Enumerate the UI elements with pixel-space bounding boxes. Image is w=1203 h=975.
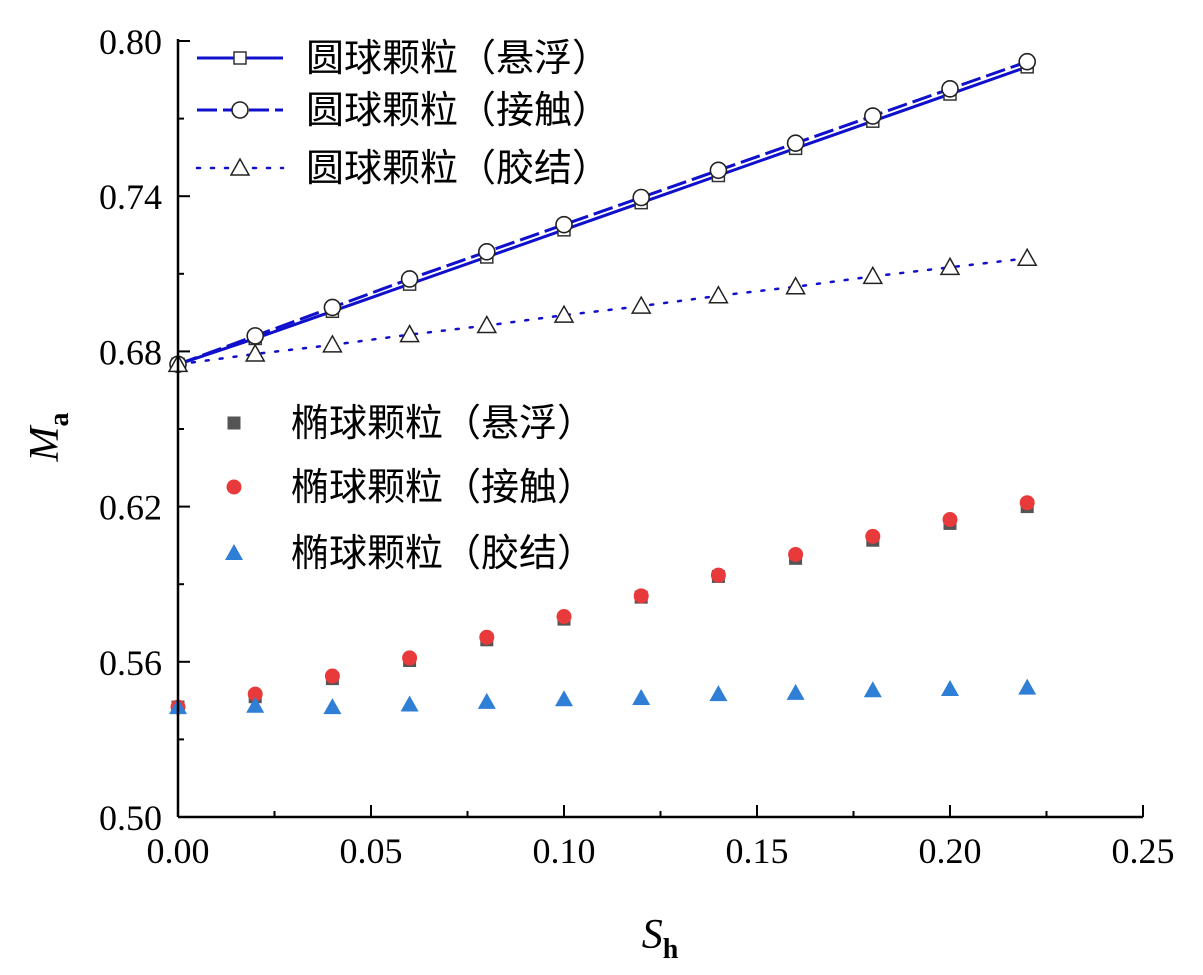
series-5-point: [710, 567, 726, 583]
series-3: [167, 247, 1038, 373]
series-5-point: [324, 668, 340, 684]
series-6-point: [941, 679, 959, 696]
legend-marker: [225, 544, 243, 560]
series-2-point: [941, 80, 959, 98]
series-6-point: [786, 683, 805, 700]
y-tick-label: 0.80: [99, 22, 162, 62]
y-tick-label: 0.62: [99, 488, 162, 528]
legend: 圆球颗粒（悬浮） 圆球颗粒（接触） 圆球颗粒（胶结） 椭球颗粒（悬浮） 椭球颗粒（接触）…: [195, 36, 610, 575]
series-2-point: [400, 270, 419, 288]
series-5-point: [633, 588, 649, 604]
series-3-point: [862, 265, 884, 285]
series-3-point: [399, 324, 420, 343]
series-6-point: [323, 698, 342, 715]
y-tick-label: 0.68: [99, 332, 162, 372]
series-3-point: [1016, 247, 1038, 267]
x-tick-label: 0.25: [1112, 831, 1175, 871]
legend-label: 椭球颗粒（接触）: [291, 465, 595, 509]
x-tick-label: 0.05: [340, 831, 403, 871]
series-2-point: [632, 188, 651, 207]
series-2-point: [323, 298, 342, 317]
series-2-point: [246, 327, 264, 345]
series-5: [170, 495, 1035, 715]
series-3-line: [176, 257, 1029, 366]
series-2-point: [863, 107, 882, 125]
x-tick-label: 0.10: [533, 831, 596, 871]
legend-marker: [233, 51, 247, 65]
series-6: [169, 678, 1037, 715]
series-6-point: [1018, 678, 1037, 695]
legend-marker: [229, 157, 251, 176]
series-3-point: [322, 334, 343, 353]
series-3-point: [630, 295, 652, 314]
series-3-point: [939, 256, 961, 276]
series-2-point: [477, 243, 496, 261]
series-3-point: [244, 343, 266, 362]
legend-entry-3: 圆球颗粒（胶结）: [195, 146, 610, 190]
series-2-line: [177, 60, 1028, 366]
legend-label: 圆球颗粒（悬浮）: [306, 36, 610, 80]
series-6-point: [400, 695, 419, 712]
legend-marker: [226, 479, 242, 495]
series-5-point: [247, 686, 263, 702]
series-5-point: [556, 609, 572, 625]
series-5-point: [479, 629, 495, 645]
legend-entry-1: 圆球颗粒（悬浮）: [197, 36, 610, 80]
series-2-point: [1018, 52, 1036, 71]
legend-marker: [231, 101, 249, 119]
series-1-line: [177, 65, 1028, 366]
series-6-point: [246, 696, 265, 713]
legend-entry-2: 圆球颗粒（接触）: [197, 88, 610, 132]
y-axis-title: Ma: [22, 413, 75, 463]
x-tick-label: 0.00: [147, 831, 210, 871]
series-3-point: [708, 285, 729, 304]
series-5-point: [865, 528, 881, 544]
series-3-point: [553, 304, 575, 323]
axes: 0.00 0.05 0.10 0.15 0.20 0.25 0.50 0.56 0.62 0.68…: [99, 22, 1175, 871]
legend-entry-4: 椭球颗粒（悬浮）: [227, 401, 595, 445]
legend-label: 椭球颗粒（悬浮）: [291, 401, 595, 445]
legend-label: 圆球颗粒（胶结）: [306, 146, 610, 190]
series-5-point: [942, 512, 958, 528]
legend-label: 圆球颗粒（接触）: [306, 88, 610, 132]
plot-area: [167, 52, 1038, 715]
y-tick-label: 0.56: [99, 643, 162, 683]
x-tick-label: 0.15: [726, 831, 789, 871]
series-5-point: [788, 546, 804, 562]
y-tick-label: 0.50: [99, 798, 162, 838]
x-tick-label: 0.20: [919, 831, 982, 871]
series-2-point: [786, 134, 805, 152]
series-6-point: [709, 685, 728, 702]
series-6-point: [555, 690, 573, 707]
series-3-point: [476, 315, 498, 334]
y-tick-label: 0.74: [99, 177, 162, 217]
legend-label: 椭球颗粒（胶结）: [291, 531, 595, 575]
series-6-point: [863, 681, 882, 698]
series-6-point: [477, 692, 496, 709]
series-5-point: [1019, 495, 1035, 511]
series-3-point: [785, 276, 806, 295]
series-2-point: [709, 161, 728, 180]
legend-marker: [227, 416, 241, 430]
x-axis-title: Sh: [642, 912, 679, 965]
series-5-point: [402, 650, 418, 666]
series-2-point: [555, 215, 573, 234]
series-6-point: [632, 689, 651, 706]
legend-entry-6: 椭球颗粒（胶结）: [225, 531, 595, 575]
legend-entry-5: 椭球颗粒（接触）: [226, 465, 595, 509]
